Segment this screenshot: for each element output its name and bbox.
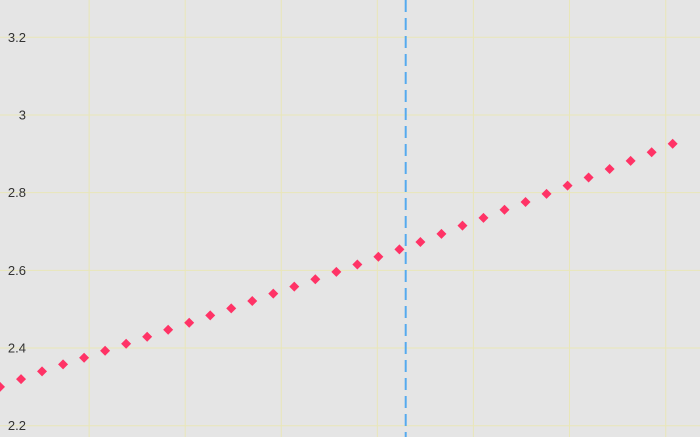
y-tick-label: 3 bbox=[19, 107, 26, 122]
tick-labels-layer: 2.2 2.4 2.6 2.8 3 3.2 bbox=[8, 30, 26, 433]
data-point bbox=[625, 155, 636, 166]
y-tick-label: 2.8 bbox=[8, 185, 26, 200]
data-point bbox=[415, 237, 426, 248]
data-point bbox=[16, 374, 27, 385]
y-tick-label: 2.6 bbox=[8, 263, 26, 278]
data-point bbox=[457, 220, 468, 231]
data-point bbox=[667, 138, 678, 149]
data-point bbox=[394, 244, 405, 255]
data-point bbox=[58, 359, 69, 370]
y-tick-label: 3.2 bbox=[8, 30, 26, 45]
points-layer bbox=[0, 138, 678, 392]
data-point bbox=[646, 147, 657, 158]
data-point bbox=[352, 259, 363, 270]
data-point bbox=[184, 317, 195, 328]
data-point bbox=[100, 345, 111, 356]
data-point bbox=[247, 296, 258, 307]
data-point bbox=[499, 204, 510, 215]
data-point bbox=[436, 228, 447, 239]
data-point bbox=[226, 303, 237, 314]
data-point bbox=[562, 180, 573, 191]
y-tick-label: 2.2 bbox=[8, 418, 26, 433]
data-point bbox=[289, 281, 300, 292]
data-point bbox=[604, 163, 615, 174]
data-point bbox=[583, 172, 594, 183]
y-tick-label: 2.4 bbox=[8, 341, 26, 356]
data-point bbox=[205, 310, 216, 321]
data-point bbox=[163, 324, 174, 335]
data-point bbox=[121, 338, 132, 349]
data-point bbox=[373, 251, 384, 262]
data-point bbox=[310, 274, 321, 285]
data-point bbox=[142, 331, 153, 342]
data-point bbox=[478, 212, 489, 223]
data-point bbox=[520, 196, 531, 207]
data-point bbox=[331, 266, 342, 277]
data-point bbox=[37, 366, 48, 377]
data-point bbox=[268, 288, 279, 299]
data-point bbox=[0, 381, 5, 392]
data-point bbox=[541, 188, 552, 199]
data-point bbox=[79, 352, 90, 363]
